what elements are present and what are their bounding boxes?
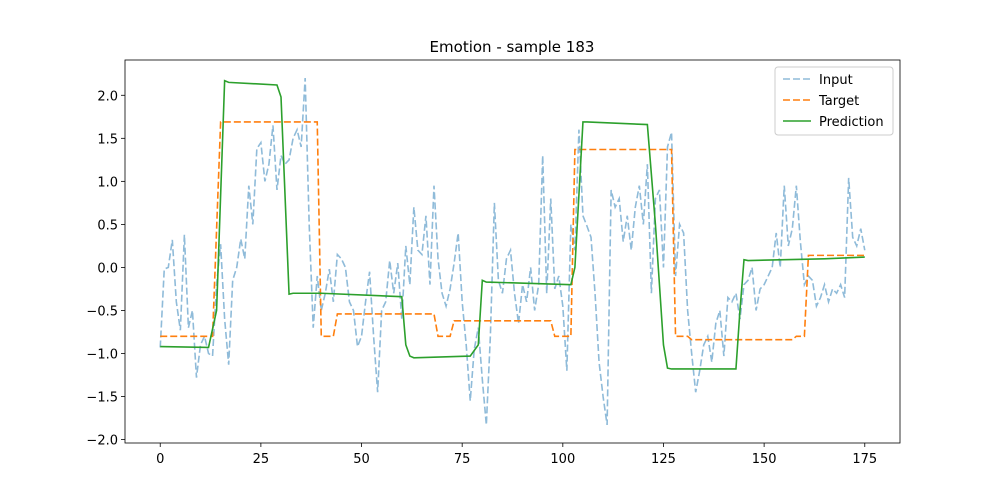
y-tick-label: −1.0 — [86, 347, 118, 362]
x-tick-label: 75 — [454, 452, 471, 467]
y-tick-label: 0.5 — [97, 218, 118, 233]
y-tick-label: −2.0 — [86, 434, 118, 449]
legend-label: Target — [818, 94, 859, 109]
plot-frame — [124, 59, 901, 444]
x-tick-label: 25 — [253, 452, 270, 467]
x-tick-label: 50 — [353, 452, 370, 467]
x-tick-label: 0 — [156, 452, 164, 467]
series-line — [159, 78, 866, 426]
x-tick-label: 100 — [550, 452, 575, 467]
y-tick-label: 1.0 — [97, 175, 118, 190]
chart-title: Emotion - sample 183 — [430, 38, 595, 56]
y-tick-label: 2.0 — [97, 89, 118, 104]
y-tick-label: 0.0 — [97, 261, 118, 276]
y-tick-label: −0.5 — [86, 304, 118, 319]
x-tick-label: 175 — [852, 452, 877, 467]
legend-label: Prediction — [819, 115, 884, 130]
series-line — [160, 79, 865, 370]
y-tick-label: −1.5 — [86, 391, 118, 406]
y-tick-label: 1.5 — [97, 132, 118, 147]
legend-box — [774, 66, 894, 136]
legend-label: Input — [819, 73, 853, 88]
series-line — [160, 121, 865, 341]
x-tick-label: 150 — [752, 452, 777, 467]
x-tick-label: 125 — [651, 452, 676, 467]
